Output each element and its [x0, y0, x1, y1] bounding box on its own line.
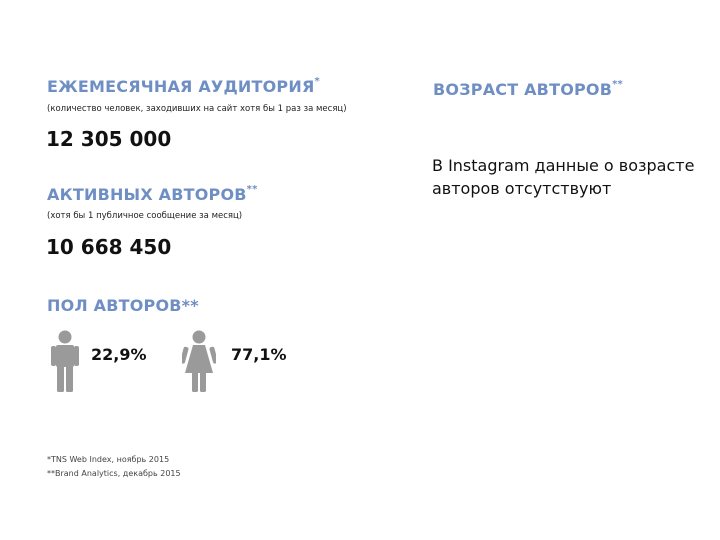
monthly-audience-note: (количество человек, заходивших на сайт … — [47, 104, 347, 114]
monthly-audience-mark: * — [314, 75, 320, 87]
monthly-audience-heading: ЕЖЕМЕСЯЧНАЯ АУДИТОРИЯ* — [47, 75, 320, 96]
gender-heading: ПОЛ АВТОРОВ** — [47, 296, 199, 315]
active-authors-mark: ** — [246, 183, 258, 195]
active-authors-note: (хотя бы 1 публичное сообщение за месяц) — [47, 211, 243, 221]
active-authors-title: АКТИВНЫХ АВТОРОВ — [47, 185, 247, 204]
monthly-audience-value: 12 305 000 — [46, 127, 172, 151]
author-age-text-line-1: В Instagram данные о возрасте — [432, 156, 695, 175]
author-age-title: ВОЗРАСТ АВТОРОВ — [433, 80, 613, 99]
footnote-1: *TNS Web Index, ноябрь 2015 — [47, 455, 170, 464]
male-percent: 22,9% — [91, 345, 147, 364]
female-percent: 77,1% — [231, 345, 287, 364]
active-authors-heading: АКТИВНЫХ АВТОРОВ** — [47, 183, 258, 204]
monthly-audience-title: ЕЖЕМЕСЯЧНАЯ АУДИТОРИЯ — [47, 77, 315, 96]
female-person-icon — [182, 330, 216, 392]
author-age-mark: ** — [612, 78, 623, 90]
footnote-2: **Brand Analytics, декабрь 2015 — [47, 469, 181, 478]
male-person-icon — [51, 330, 79, 392]
author-age-text-line-2: авторов отсутствуют — [432, 179, 612, 198]
author-age-heading: ВОЗРАСТ АВТОРОВ** — [433, 78, 623, 99]
active-authors-value: 10 668 450 — [46, 235, 172, 259]
